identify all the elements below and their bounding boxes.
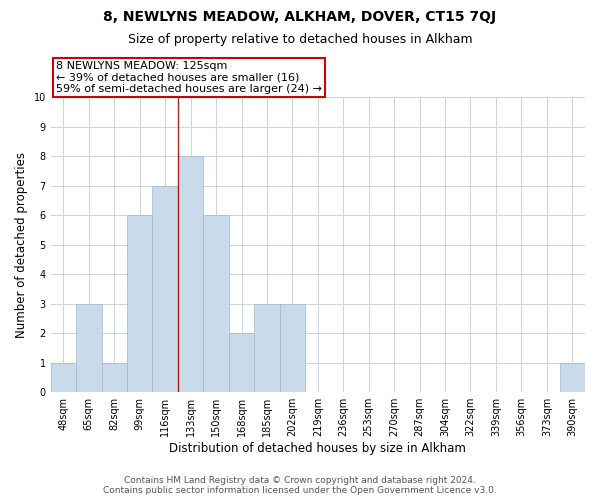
Bar — [152, 186, 178, 392]
Bar — [50, 362, 76, 392]
Bar — [127, 215, 152, 392]
Bar — [203, 215, 229, 392]
Text: Contains HM Land Registry data © Crown copyright and database right 2024.
Contai: Contains HM Land Registry data © Crown c… — [103, 476, 497, 495]
Bar — [560, 362, 585, 392]
Bar — [178, 156, 203, 392]
Text: 8 NEWLYNS MEADOW: 125sqm
← 39% of detached houses are smaller (16)
59% of semi-d: 8 NEWLYNS MEADOW: 125sqm ← 39% of detach… — [56, 61, 322, 94]
Bar — [229, 333, 254, 392]
Bar — [254, 304, 280, 392]
Text: 8, NEWLYNS MEADOW, ALKHAM, DOVER, CT15 7QJ: 8, NEWLYNS MEADOW, ALKHAM, DOVER, CT15 7… — [103, 10, 497, 24]
Bar — [101, 362, 127, 392]
Bar — [76, 304, 101, 392]
X-axis label: Distribution of detached houses by size in Alkham: Distribution of detached houses by size … — [169, 442, 466, 455]
Text: Size of property relative to detached houses in Alkham: Size of property relative to detached ho… — [128, 32, 472, 46]
Bar — [280, 304, 305, 392]
Y-axis label: Number of detached properties: Number of detached properties — [15, 152, 28, 338]
